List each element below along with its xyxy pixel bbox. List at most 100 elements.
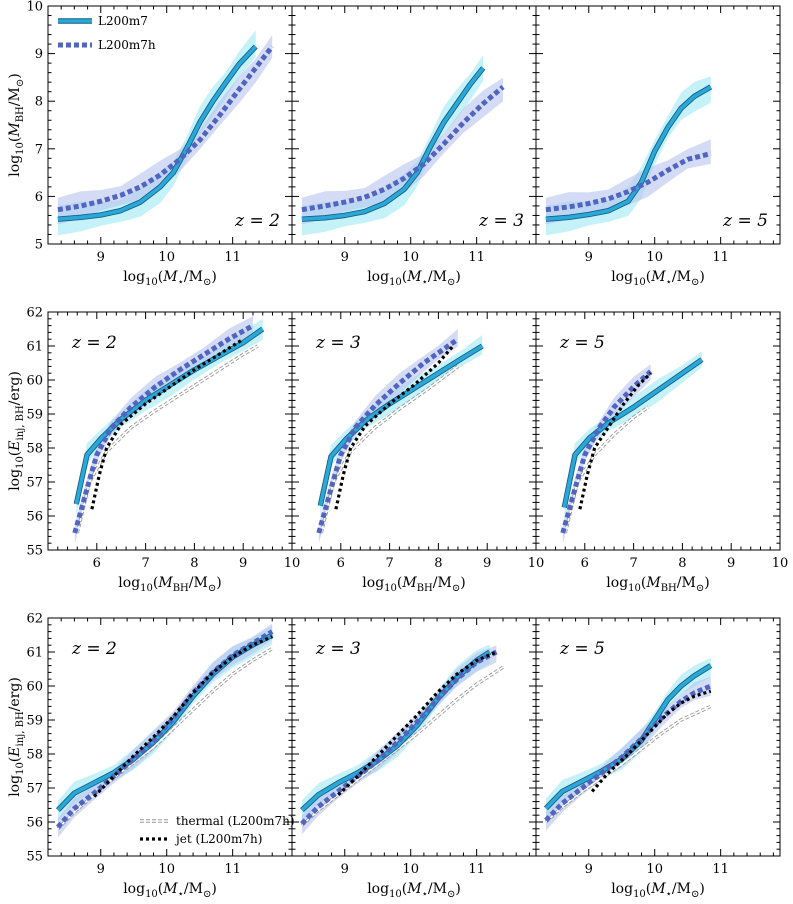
ticks: [535, 617, 780, 857]
x-tick-label: 9: [97, 862, 105, 877]
panel-frame: [535, 5, 781, 245]
x-tick-label: 9: [585, 250, 593, 265]
series-line-L200m7h: [57, 44, 275, 213]
panel-energy-vs-stellar-mass-1: 9 10 11 55 56 57 58 59 60 61 62 log10(M⋆/M⊙) z = 2: [26, 612, 293, 900]
ticks: [291, 617, 536, 857]
y-tick-label: 60: [26, 374, 43, 389]
x-tick-label: 9: [727, 556, 735, 571]
series-line-jet: [337, 650, 498, 796]
redshift-label: z = 5: [559, 639, 605, 659]
series-line-L200m7h: [300, 649, 498, 826]
y-tick-label: 6: [35, 190, 43, 205]
panel-energy-vs-bh-mass-3: 6 7 8 9 10 log10(MBH/M⊙) z = 5: [535, 311, 789, 594]
x-axis-label: log10(M⋆/M⊙): [611, 881, 705, 900]
ticks: [47, 311, 293, 551]
x-tick-label: 9: [97, 250, 105, 265]
y-tick-label: 55: [26, 850, 43, 865]
x-tick-label: 10: [402, 862, 419, 877]
series-line-jet: [334, 344, 455, 510]
x-tick-label: 8: [190, 556, 198, 571]
plot-area: [560, 351, 704, 544]
series-line-L200m7h: [316, 337, 460, 534]
y-tick-label: 61: [26, 340, 43, 355]
x-axis-label: log10(M⋆/M⊙): [367, 269, 461, 288]
x-tick-label: 10: [772, 556, 789, 571]
y-tick-label: 56: [26, 816, 43, 831]
scatter-band-L200m7: [320, 334, 483, 518]
series-line-L200m7h: [301, 84, 505, 213]
panel-bh-mass-vs-stellar-mass-2: 9 10 11 log10(M⋆/M⊙) z = 3: [291, 5, 537, 288]
y-tick-label: 59: [26, 408, 43, 423]
series-line-L200m7: [318, 344, 484, 507]
x-tick-label: 8: [678, 556, 686, 571]
ticks: [291, 5, 536, 245]
y-tick-label: 57: [26, 476, 43, 491]
plot-area: [72, 316, 265, 544]
series-line-L200m7h: [544, 683, 712, 823]
redshift-label: z = 5: [559, 333, 605, 353]
y-tick-label: 58: [26, 748, 43, 763]
x-axis-label: log10(MBH/M⊙): [362, 575, 465, 594]
legend-top: L200m7 L200m7h: [58, 14, 156, 52]
redshift-label: z = 2: [71, 333, 117, 353]
x-tick-label: 6: [93, 556, 101, 571]
scatter-band-L200m7h: [318, 328, 458, 544]
ticks: [291, 311, 537, 551]
series-line-thermal-inner: [76, 345, 259, 534]
y-tick-label: 5: [35, 238, 43, 253]
x-tick-label: 9: [341, 250, 349, 265]
scatter-band-L200m7h: [301, 77, 503, 225]
y-axis-label: log10(Einj, BH/erg): [7, 677, 26, 797]
series-line-thermal-outer: [300, 665, 504, 827]
series-line-L200m7h: [545, 151, 712, 213]
panel-frame: [535, 311, 781, 551]
x-tick-label: 9: [585, 862, 593, 877]
ticks: [47, 5, 292, 245]
series-line-L200m7: [74, 327, 264, 505]
legend-label-thermal: thermal (L200m7h): [176, 814, 295, 828]
series-line-L200m7: [301, 66, 485, 221]
series-line-L200m7: [57, 45, 258, 221]
scatter-band-L200m7: [564, 351, 702, 520]
panel-energy-vs-bh-mass-1: 6 7 8 9 10 55 56 57 58 59 60 61 62 log10(MBH/M⊙) z = 2: [26, 306, 300, 595]
panel-energy-vs-stellar-mass-2: 9 10 11 log10(M⋆/M⊙) z = 3: [291, 617, 537, 900]
x-tick-label: 11: [468, 250, 485, 265]
scatter-band-L200m7: [545, 76, 711, 236]
y-tick-label: 62: [26, 612, 43, 627]
y-axis-label: log10(Einj, BH/erg): [7, 371, 26, 491]
y-axis-label: log10(MBH/M⊙): [7, 73, 26, 176]
series-line-thermal-inner: [545, 705, 712, 823]
ticks: [47, 617, 292, 857]
legend-bottom: thermal (L200m7h) jet (L200m7h): [140, 814, 295, 846]
plot-area: [300, 644, 504, 835]
legend-label-L200m7: L200m7: [98, 14, 148, 28]
x-axis-label: log10(MBH/M⊙): [118, 575, 221, 594]
scatter-bands: [318, 328, 483, 544]
plot-area: [316, 328, 484, 544]
series-line-L200m7: [562, 358, 703, 508]
panel-bh-mass-vs-stellar-mass-1: 9 10 11 5 6 7 8 9 10 log10(M⋆/M⊙) z = 2: [26, 0, 293, 288]
y-tick-label: 7: [35, 142, 43, 157]
redshift-label: z = 5: [722, 211, 768, 231]
x-axis-label: log10(M⋆/M⊙): [123, 881, 217, 900]
x-axis-label: log10(M⋆/M⊙): [611, 269, 705, 288]
series-line-L200m7h: [56, 629, 274, 829]
plot-area: [301, 55, 505, 236]
x-tick-label: 10: [646, 250, 663, 265]
series-line-L200m7h: [72, 323, 255, 534]
y-tick-label: 9: [35, 47, 43, 62]
series-line-jet: [578, 372, 652, 510]
series-line-L200m7: [545, 85, 712, 221]
redshift-label: z = 3: [315, 333, 361, 353]
x-tick-label: 10: [158, 862, 175, 877]
x-tick-label: 9: [483, 556, 491, 571]
panel-energy-vs-bh-mass-2: 6 7 8 9 10 log10(MBH/M⊙) z = 3: [291, 311, 544, 594]
x-tick-label: 7: [141, 556, 149, 571]
plot-area: [57, 30, 275, 236]
y-tick-label: 56: [26, 510, 43, 525]
redshift-label: z = 3: [315, 639, 361, 659]
ticks: [535, 311, 781, 551]
redshift-label: z = 3: [478, 211, 524, 231]
scatter-band-L200m7h: [57, 35, 273, 225]
